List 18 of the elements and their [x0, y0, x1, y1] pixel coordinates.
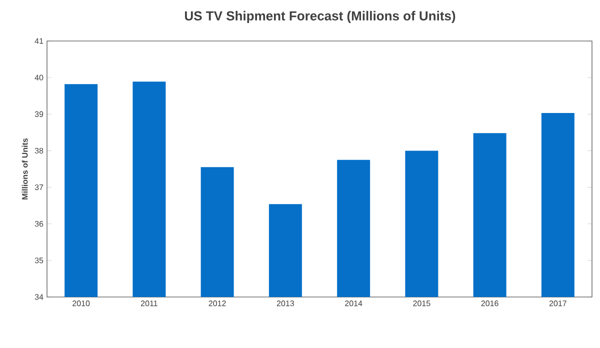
x-tick-label: 2010 — [72, 300, 90, 306]
y-tick-label: 37 — [34, 184, 44, 190]
y-tick-label: 36 — [34, 221, 44, 227]
y-tick-label: 38 — [34, 148, 44, 154]
y-axis-title: Millions of Units — [22, 138, 28, 200]
x-tick-label: 2015 — [413, 300, 430, 306]
x-tick-label: 2013 — [276, 300, 294, 306]
x-tick-label: 2014 — [345, 300, 362, 306]
y-tick-label: 35 — [34, 258, 44, 264]
y-tick-label: 34 — [34, 294, 44, 300]
y-tick-label: 41 — [34, 38, 44, 44]
x-tick-label: 2016 — [481, 300, 498, 306]
y-tick-label: 40 — [34, 74, 44, 80]
x-tick-label: 2012 — [208, 300, 226, 306]
x-tick-label: 2017 — [549, 300, 566, 306]
chart-title: US TV Shipment Forecast (Millions of Units) — [185, 10, 456, 24]
y-tick-label: 39 — [34, 111, 44, 117]
x-tick-label: 2011 — [141, 300, 158, 306]
